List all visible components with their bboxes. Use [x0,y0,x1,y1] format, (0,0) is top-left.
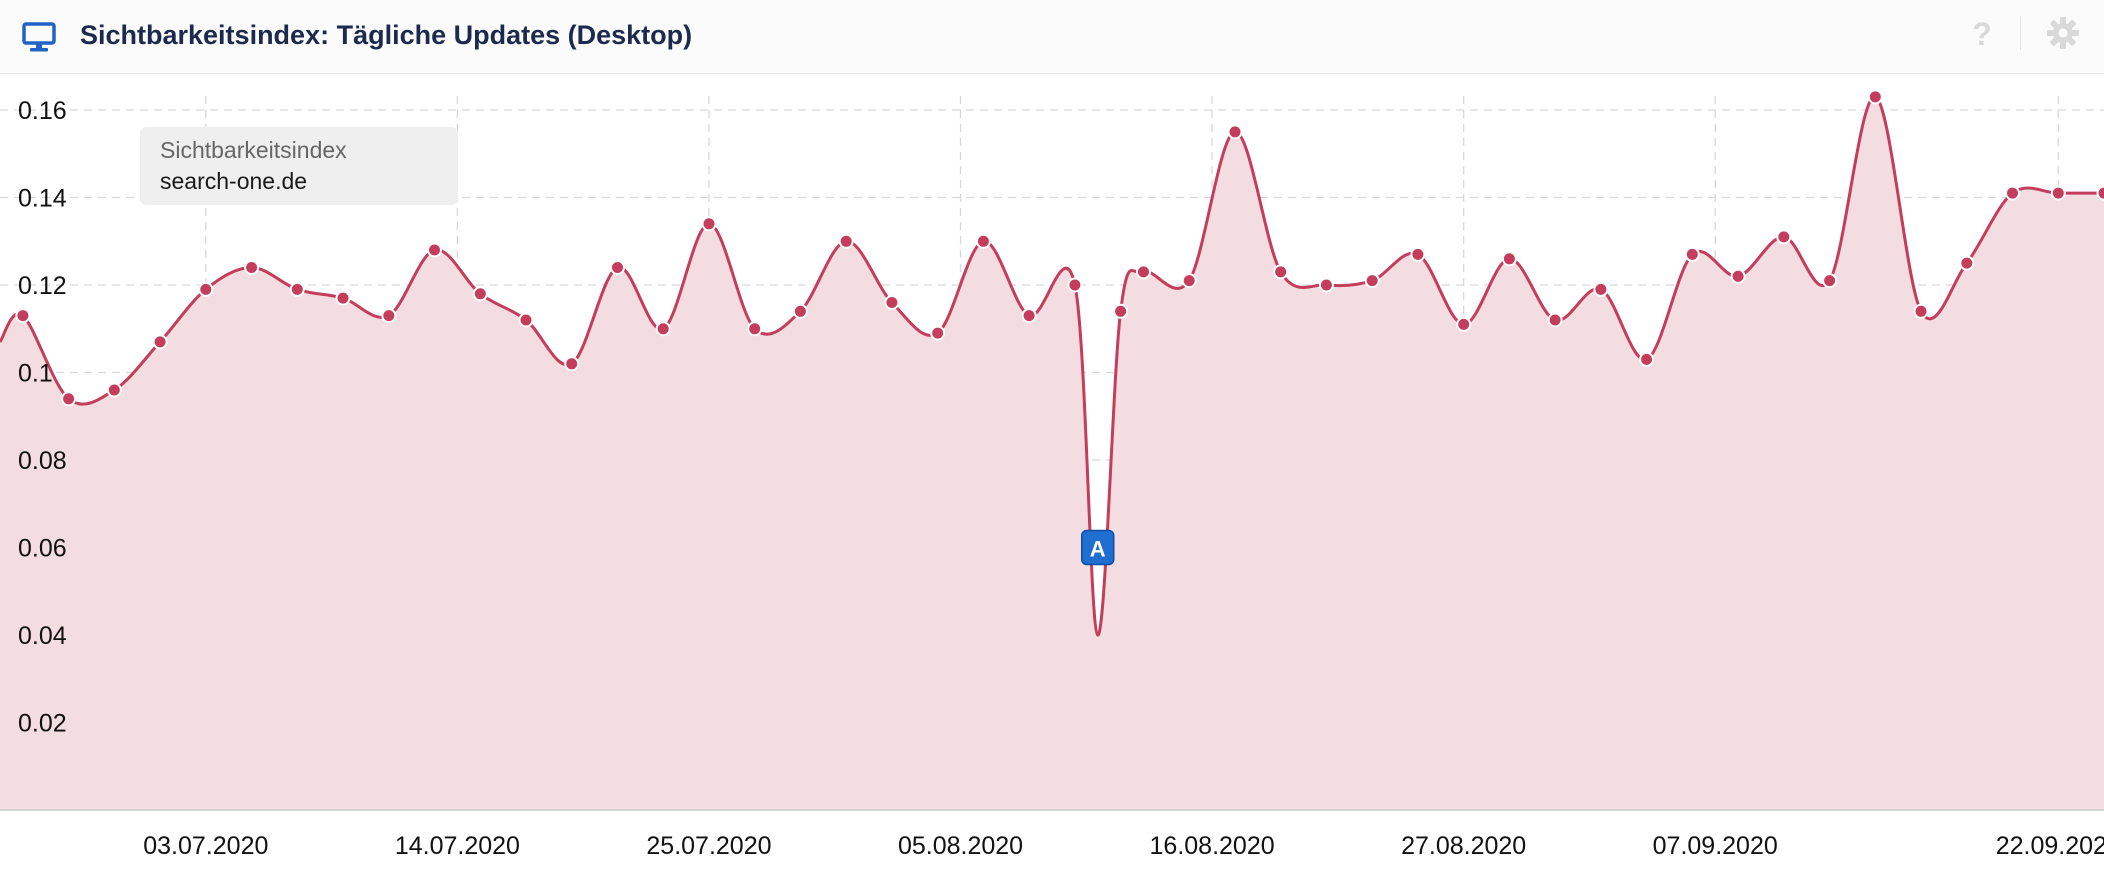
data-point[interactable] [930,325,946,341]
data-point[interactable] [1501,251,1517,267]
series-points [15,89,2104,407]
data-point[interactable] [1867,89,1883,105]
data-point[interactable] [1410,246,1426,262]
data-point[interactable] [289,281,305,297]
data-point[interactable] [792,303,808,319]
widget-header: Sichtbarkeitsindex: Tägliche Updates (De… [0,0,2104,74]
data-point[interactable] [1456,316,1472,332]
data-point[interactable] [61,391,77,407]
x-tick-label: 07.09.2020 [1653,832,1778,860]
annotation-marker[interactable]: A [1080,529,1115,566]
tooltip-metric-label: Sichtbarkeitsindex [160,137,347,163]
y-tick-label: 0.16 [18,97,67,125]
x-tick-label: 14.07.2020 [395,832,520,860]
y-tick-label: 0.04 [18,622,67,650]
series-line [0,95,2104,637]
data-point[interactable] [1959,255,1975,271]
x-axis-ticks: 03.07.2020 14.07.2020 25.07.2020 05.08.2020… [143,832,2104,860]
tooltip-domain: search-one.de [160,168,308,194]
data-point[interactable] [610,260,625,275]
data-point[interactable] [1730,268,1746,284]
widget-title: Sichtbarkeitsindex: Tägliche Updates (De… [80,20,693,50]
x-tick-label: 05.08.2020 [898,832,1023,860]
annotation-label: A [1090,537,1106,562]
y-axis-ticks: 0.02 0.04 0.06 0.08 0.1 0.12 0.14 0.16 [18,97,67,738]
data-point[interactable] [15,308,31,324]
data-point[interactable] [884,295,900,310]
data-point[interactable] [1593,281,1609,297]
data-point[interactable] [1684,246,1700,262]
data-point[interactable] [701,216,717,232]
data-point[interactable] [1181,273,1197,289]
x-tick-label: 27.08.2020 [1401,832,1526,860]
y-tick-label: 0.08 [18,447,67,475]
data-point[interactable] [106,382,122,398]
data-point[interactable] [1136,264,1151,280]
x-tick-label: 22.09.2020 [1996,832,2104,860]
x-tick-label: 25.07.2020 [646,832,771,860]
data-point[interactable] [198,281,214,297]
data-point[interactable] [2005,185,2020,201]
gear-icon[interactable] [2046,16,2080,50]
data-point[interactable] [1318,277,1334,293]
y-tick-label: 0.02 [18,710,67,738]
data-point[interactable] [518,312,534,328]
data-point[interactable] [1547,312,1563,328]
y-tick-label: 0.12 [18,272,67,300]
data-point[interactable] [1364,273,1380,289]
data-point[interactable] [335,290,351,306]
data-point[interactable] [244,260,260,275]
series-tooltip: Sichtbarkeitsindex search-one.de [140,127,458,205]
data-point[interactable] [2096,185,2104,201]
annotation-flag [1080,529,1115,566]
data-point[interactable] [1822,273,1838,289]
data-point[interactable] [1273,264,1289,280]
y-tick-label: 0.06 [18,535,67,563]
data-point[interactable] [1113,303,1129,319]
x-tick-label: 03.07.2020 [143,832,268,860]
x-tick-label: 16.08.2020 [1150,832,1275,860]
data-point[interactable] [2050,185,2066,201]
data-point[interactable] [747,321,763,337]
data-point[interactable] [1639,351,1655,367]
data-point[interactable] [152,334,168,350]
data-point[interactable] [1227,124,1243,140]
data-point[interactable] [472,286,488,302]
data-point[interactable] [975,233,991,249]
annotations: A [1080,529,1115,566]
data-point[interactable] [564,356,580,372]
data-point[interactable] [1913,303,1929,319]
y-tick-label: 0.1 [18,360,53,388]
series-area [0,96,2104,811]
visibility-chart: A 0.02 0.04 0.06 0.08 0.1 0.12 0.14 0.16 03.07.… [0,89,2104,860]
data-point[interactable] [381,308,397,324]
help-icon[interactable]: ? [1972,16,1992,52]
data-point[interactable] [427,242,442,258]
monitor-icon [22,22,56,52]
data-point[interactable] [1067,277,1083,293]
header-divider [2020,16,2021,50]
data-point[interactable] [838,233,854,249]
data-point[interactable] [1776,229,1792,245]
data-point[interactable] [655,321,671,337]
y-tick-label: 0.14 [18,185,67,213]
data-point[interactable] [1021,308,1037,324]
